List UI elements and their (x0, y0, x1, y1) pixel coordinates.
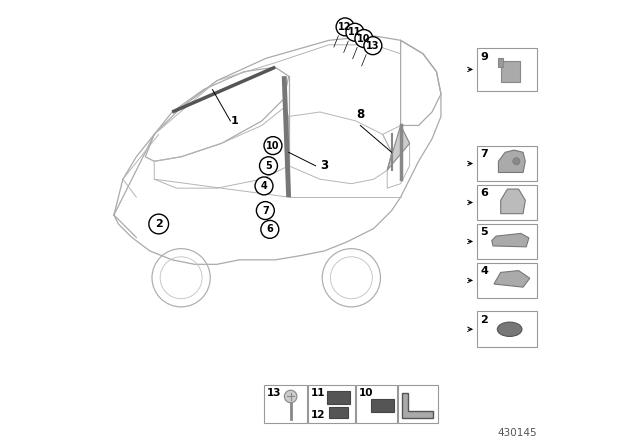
FancyBboxPatch shape (264, 385, 307, 423)
Polygon shape (494, 271, 530, 287)
Text: 430145: 430145 (498, 428, 538, 438)
Circle shape (355, 30, 373, 47)
Circle shape (284, 390, 297, 403)
Text: 3: 3 (320, 159, 328, 172)
FancyBboxPatch shape (477, 48, 538, 90)
Circle shape (364, 37, 382, 55)
Ellipse shape (497, 322, 522, 336)
Text: 7: 7 (481, 149, 488, 159)
Text: 6: 6 (266, 224, 273, 234)
FancyBboxPatch shape (356, 385, 397, 423)
Polygon shape (492, 233, 529, 247)
Text: 5: 5 (265, 161, 272, 171)
Text: 10: 10 (359, 388, 374, 398)
FancyBboxPatch shape (477, 311, 538, 347)
Circle shape (513, 158, 520, 165)
Text: 12: 12 (310, 410, 325, 420)
Circle shape (346, 23, 364, 41)
Text: 2: 2 (155, 219, 163, 229)
Circle shape (255, 177, 273, 195)
FancyBboxPatch shape (477, 224, 538, 259)
FancyBboxPatch shape (477, 185, 538, 220)
Circle shape (264, 137, 282, 155)
Polygon shape (499, 150, 525, 172)
FancyBboxPatch shape (308, 385, 355, 423)
Text: 11: 11 (348, 27, 362, 37)
Text: 9: 9 (481, 52, 488, 62)
Circle shape (260, 157, 278, 175)
FancyBboxPatch shape (398, 385, 438, 423)
Text: 10: 10 (357, 34, 371, 43)
Polygon shape (500, 189, 525, 214)
FancyBboxPatch shape (329, 407, 348, 418)
Text: 13: 13 (366, 41, 380, 51)
Text: 13: 13 (267, 388, 281, 398)
FancyBboxPatch shape (501, 61, 520, 82)
Circle shape (336, 18, 354, 36)
Circle shape (257, 202, 275, 220)
Text: 2: 2 (481, 315, 488, 325)
Polygon shape (387, 125, 410, 170)
FancyBboxPatch shape (477, 146, 538, 181)
Text: 5: 5 (481, 227, 488, 237)
Text: 7: 7 (262, 206, 269, 215)
FancyBboxPatch shape (477, 263, 538, 298)
FancyBboxPatch shape (497, 58, 503, 67)
Text: 6: 6 (481, 188, 488, 198)
Text: 4: 4 (481, 266, 488, 276)
Text: 1: 1 (230, 116, 238, 126)
Circle shape (261, 220, 279, 238)
Text: 4: 4 (260, 181, 268, 191)
Text: 8: 8 (356, 108, 364, 121)
FancyBboxPatch shape (371, 399, 394, 412)
FancyBboxPatch shape (327, 392, 350, 404)
Polygon shape (403, 393, 433, 418)
Text: 11: 11 (310, 388, 325, 398)
Text: 10: 10 (266, 141, 280, 151)
Circle shape (149, 214, 168, 234)
Text: 12: 12 (339, 22, 352, 32)
